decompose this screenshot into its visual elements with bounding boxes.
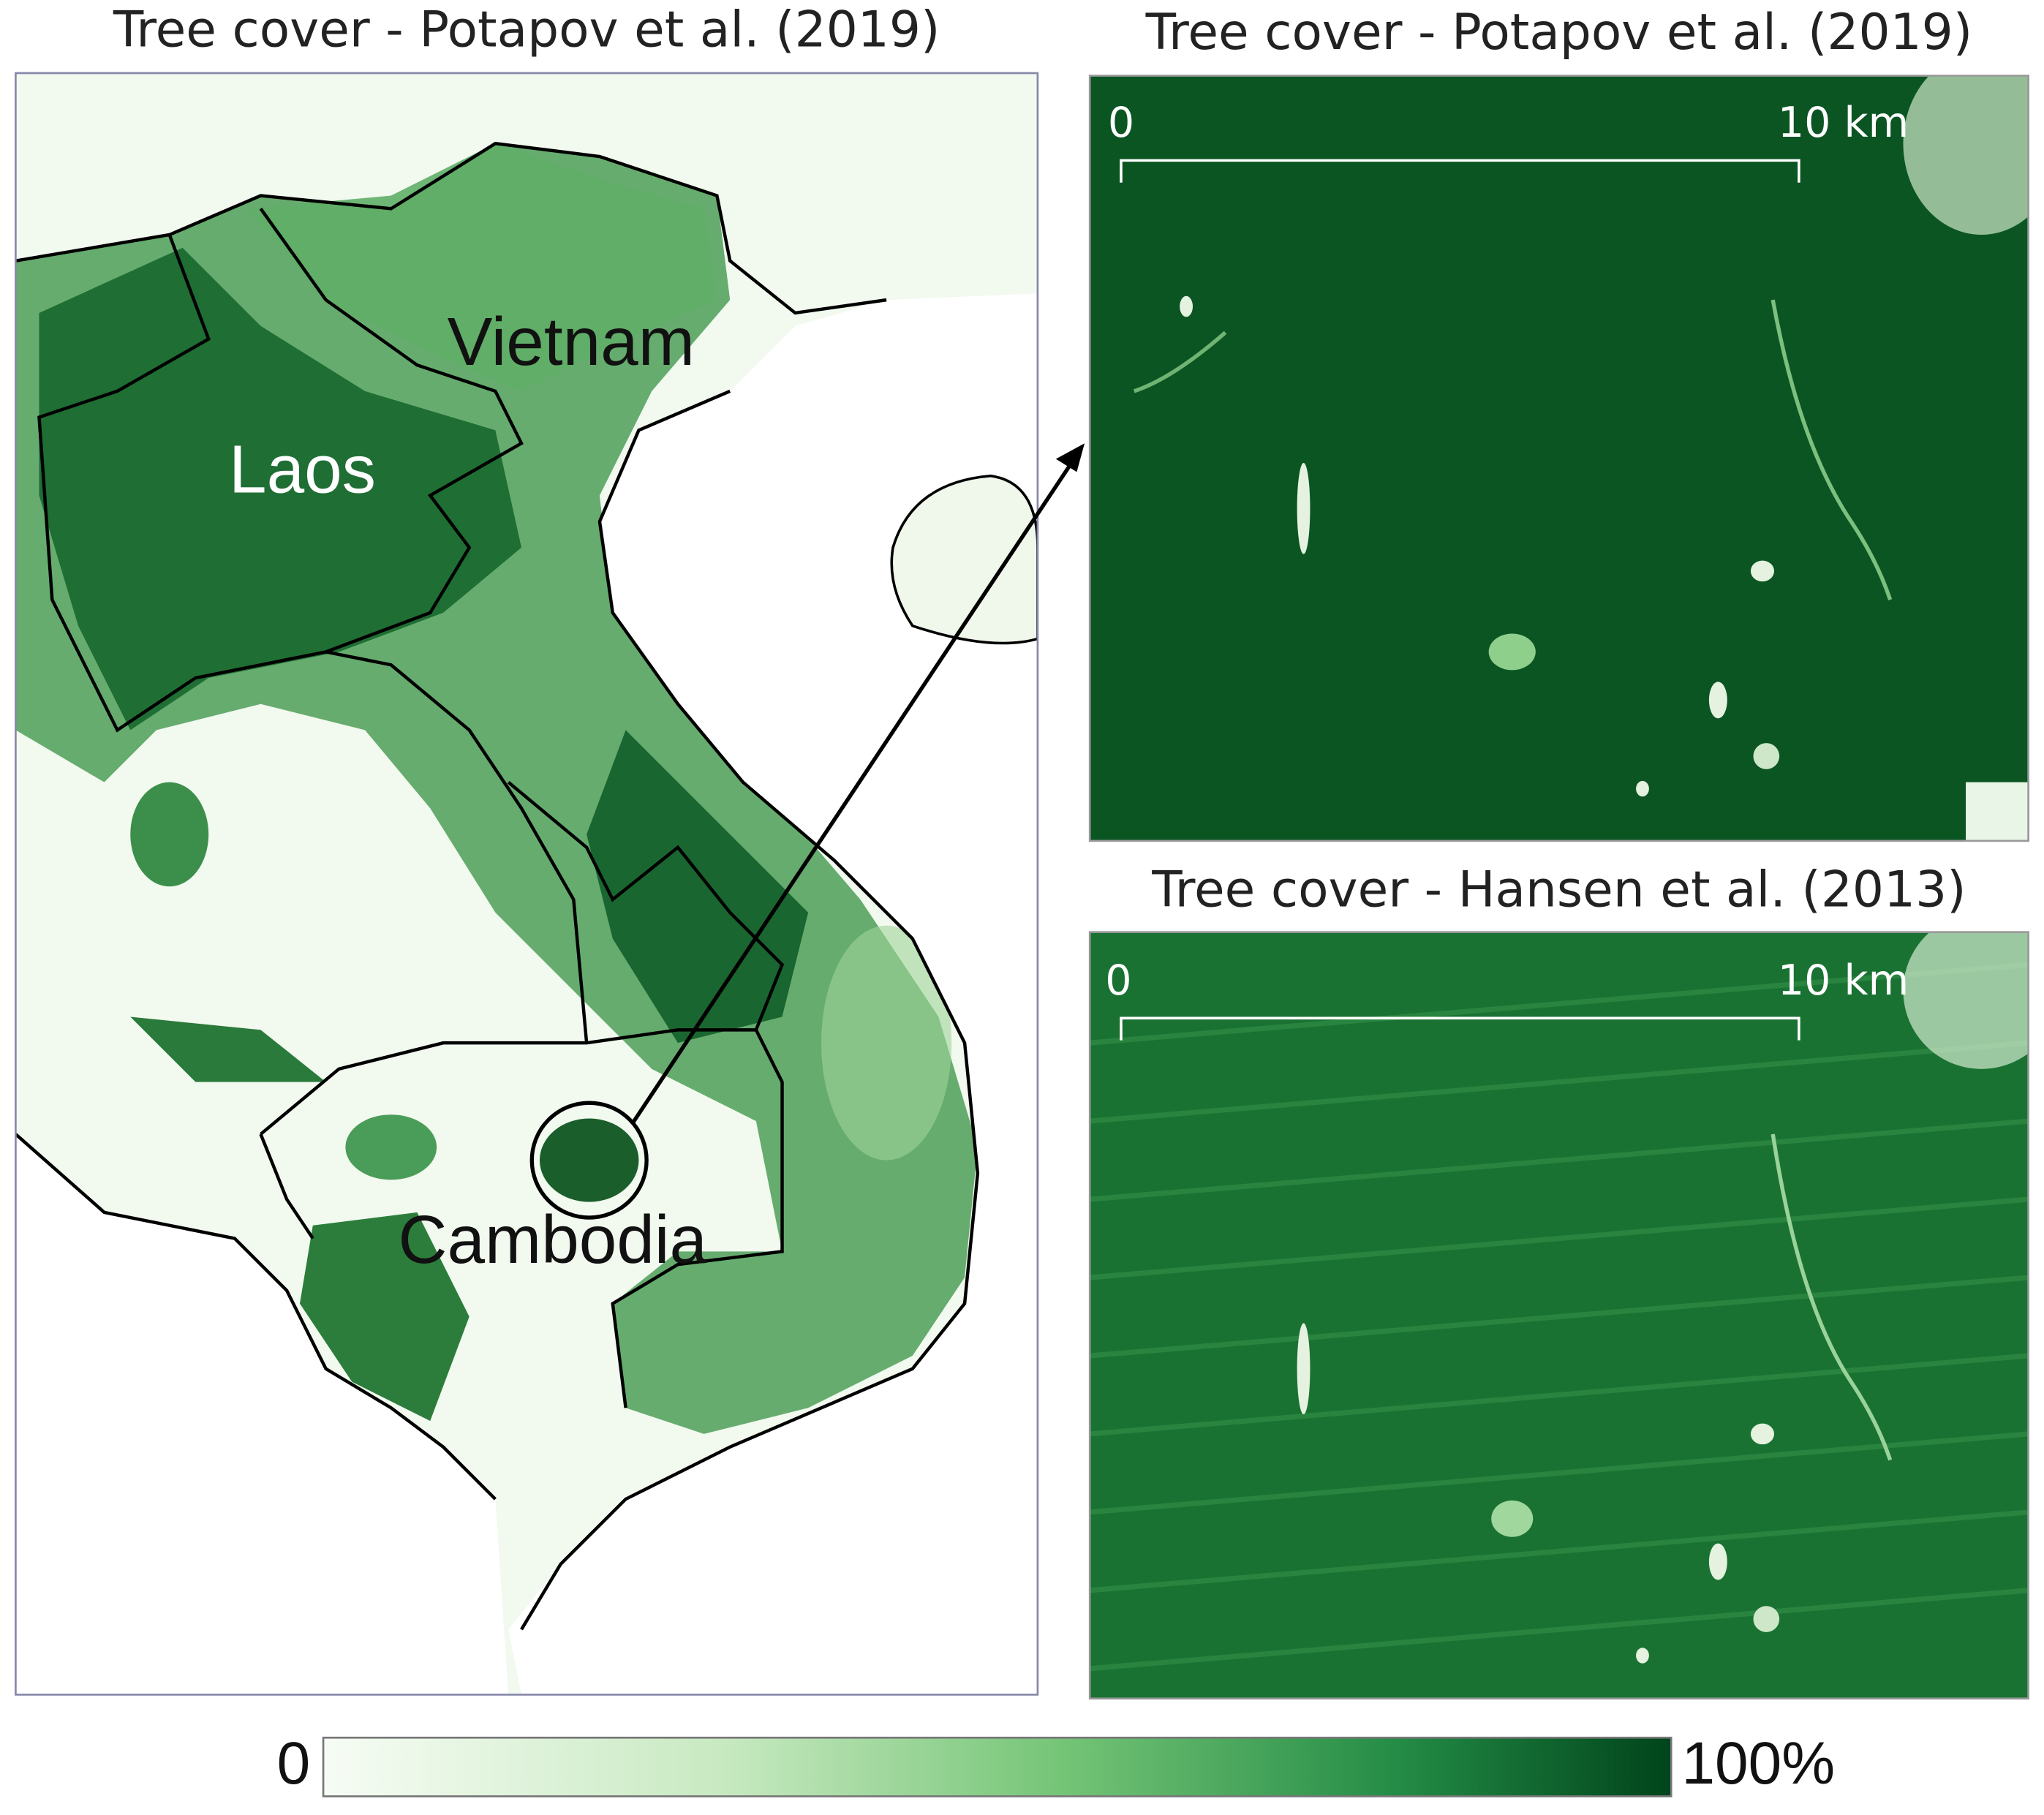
scale-label: 10 km	[1778, 99, 1909, 147]
inset-title: Tree cover - Hansen et al. (2013)	[1151, 861, 1966, 918]
inset-frame	[1088, 75, 2029, 842]
inset-map	[1090, 75, 2029, 841]
map-title: Tree cover - Potapov et al. (2019)	[113, 0, 940, 58]
scale-bar	[1120, 1016, 1800, 1041]
regional-map: Vietnam Laos Cambodia	[15, 72, 1038, 1695]
country-label: Cambodia	[399, 1201, 708, 1278]
scale-label: 0	[1108, 99, 1134, 147]
inset-frame	[1088, 931, 2029, 1700]
colorbar-label: 0	[277, 1730, 311, 1797]
arrow	[630, 458, 1076, 1125]
inset-title: Tree cover - Potapov et al. (2019)	[1145, 3, 1973, 61]
scale-label: 10 km	[1778, 956, 1909, 1005]
country-label: Vietnam	[448, 303, 695, 380]
scale-bar	[1120, 159, 1800, 183]
scale-label: 0	[1105, 956, 1131, 1005]
country-label: Laos	[229, 431, 376, 507]
arrow-head	[1055, 443, 1085, 472]
colorbar	[322, 1736, 1672, 1797]
inset-map	[1090, 932, 2029, 1699]
map-frame	[15, 72, 1039, 1696]
colorbar-label: 100%	[1681, 1730, 1835, 1797]
